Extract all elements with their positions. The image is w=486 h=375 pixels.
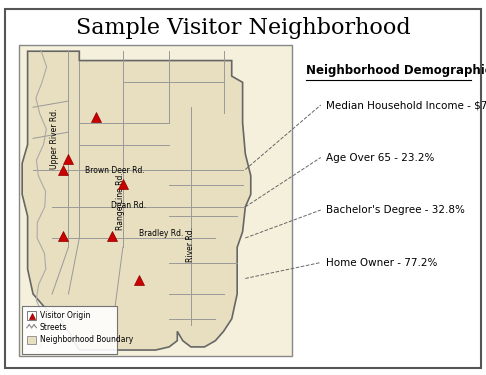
FancyBboxPatch shape: [22, 306, 117, 354]
Text: Visitor Origin: Visitor Origin: [40, 311, 90, 320]
Polygon shape: [22, 51, 251, 350]
Text: Median Household Income - $75,238: Median Household Income - $75,238: [326, 100, 486, 110]
Text: Bradley Rd.: Bradley Rd.: [139, 230, 183, 238]
Text: Bachelor's Degree - 32.8%: Bachelor's Degree - 32.8%: [326, 205, 465, 215]
Text: Age Over 65 - 23.2%: Age Over 65 - 23.2%: [326, 153, 434, 162]
Text: Sample Visitor Neighborhood: Sample Visitor Neighborhood: [76, 17, 410, 39]
FancyBboxPatch shape: [19, 45, 292, 356]
Text: Upper River Rd.: Upper River Rd.: [51, 108, 59, 169]
Text: Streets: Streets: [40, 323, 67, 332]
Text: Dean Rd.: Dean Rd.: [111, 201, 146, 210]
Text: Neighborhood Demographics: Neighborhood Demographics: [306, 64, 486, 77]
Text: Range Line Rd.: Range Line Rd.: [116, 172, 124, 230]
FancyBboxPatch shape: [27, 336, 36, 344]
Text: River Rd.: River Rd.: [187, 227, 195, 262]
Text: Brown Deer Rd.: Brown Deer Rd.: [85, 166, 144, 175]
Text: Home Owner - 77.2%: Home Owner - 77.2%: [326, 258, 437, 267]
Text: Neighborhood Boundary: Neighborhood Boundary: [40, 335, 133, 344]
